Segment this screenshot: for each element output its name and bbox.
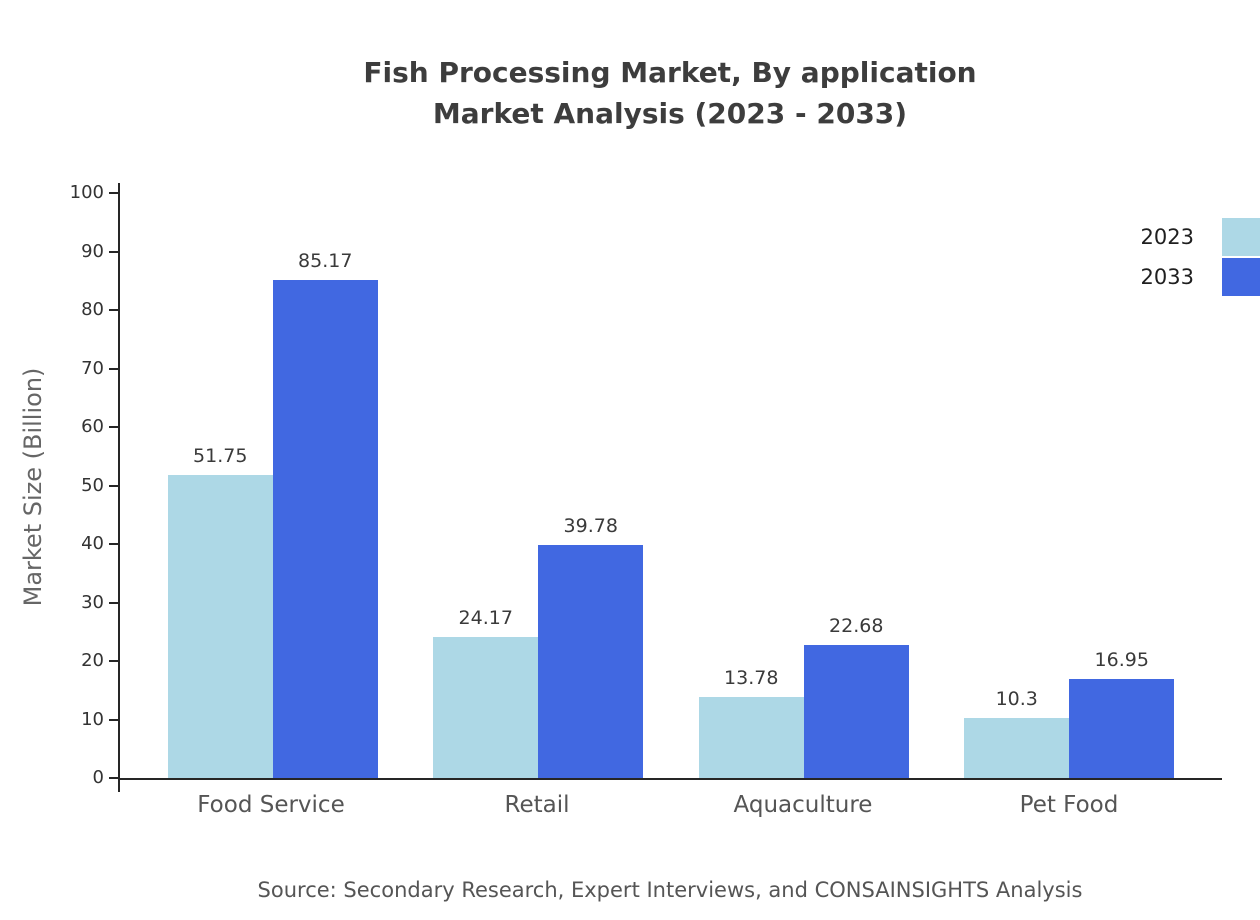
y-tick-mark	[109, 543, 118, 545]
bar-value-label: 24.17	[458, 606, 513, 629]
source-note: Source: Secondary Research, Expert Inter…	[257, 878, 1083, 902]
chart-title-line1: Fish Processing Market, By application	[363, 56, 977, 89]
y-tick-mark	[109, 426, 118, 428]
bar-value-label: 22.68	[829, 615, 884, 638]
legend-label-2033: 2033	[1140, 265, 1194, 289]
legend-item-2033: 2033	[1141, 258, 1260, 296]
y-tick-label: 50	[81, 474, 104, 496]
y-tick-label: 0	[92, 767, 104, 788]
bar-2033-aquaculture: 22.68	[803, 615, 909, 778]
bar-group-food-service: 51.75 85.17	[140, 193, 406, 778]
y-tick-mark	[109, 309, 118, 311]
bar-value-label: 10.3	[995, 687, 1038, 710]
bar-2033-retail: 39.78	[538, 515, 644, 778]
bar-value-label: 13.78	[724, 667, 779, 690]
legend-swatch-2033	[1222, 258, 1260, 296]
y-tick-label: 60	[81, 416, 104, 437]
bar-2023-food-service: 51.75	[167, 445, 273, 778]
x-category-label-food-service: Food Service	[197, 792, 345, 818]
plot-area: 51.75 85.17 24.17 39.78 13.78 22.68 10.3 16.95 …	[70, 182, 1222, 792]
y-tick-mark	[109, 718, 118, 721]
y-tick-label: 10	[81, 708, 104, 730]
y-tick-mark	[109, 192, 118, 194]
y-tick-mark	[109, 660, 118, 662]
x-category-label-aquaculture: Aquaculture	[733, 792, 873, 818]
y-tick-label: 70	[81, 357, 104, 379]
bar-group-aquaculture: 13.78 22.68	[671, 193, 937, 778]
x-category-label-pet-food: Pet Food	[1019, 792, 1119, 818]
bar-group-retail: 24.17 39.78	[406, 193, 672, 778]
x-category-label-retail: Retail	[504, 792, 570, 818]
y-tick-label: 40	[81, 533, 104, 554]
bar-2033-food-service: 85.17	[272, 250, 378, 778]
bar-2023-pet-food: 10.3	[964, 688, 1070, 778]
bar-value-label: 51.75	[193, 445, 248, 468]
y-tick-label: 100	[69, 182, 104, 203]
bar-2023-aquaculture: 13.78	[698, 667, 804, 778]
legend-item-2023: 2023	[1141, 218, 1260, 256]
chart-title-line2: Market Analysis (2023 - 2033)	[432, 97, 908, 130]
bar-2033-pet-food: 16.95	[1069, 649, 1175, 778]
y-tick-mark	[109, 367, 118, 370]
y-axis-line-extension-bottom	[118, 778, 120, 792]
y-axis-title: Market Size (Billion)	[19, 367, 47, 607]
y-tick-label: 80	[81, 299, 104, 320]
y-tick-mark	[109, 484, 118, 487]
bar-group-pet-food: 10.3 16.95	[937, 193, 1203, 778]
bar-value-label: 85.17	[298, 249, 353, 272]
y-tick-label: 90	[81, 240, 104, 262]
y-axis-line-extension	[118, 183, 120, 193]
bar-value-label: 16.95	[1094, 648, 1149, 671]
chart-title: Fish Processing Market, By application M…	[118, 52, 1222, 134]
legend-label-2023: 2023	[1140, 225, 1194, 249]
y-tick-mark	[109, 601, 118, 604]
y-tick-label: 30	[81, 591, 104, 613]
y-tick-mark	[109, 250, 118, 253]
y-tick-label: 20	[81, 650, 104, 671]
legend-swatch-2023	[1222, 218, 1260, 256]
bar-2023-retail: 24.17	[433, 607, 539, 778]
legend: 2023 2033	[1141, 218, 1260, 298]
bar-value-label: 39.78	[563, 515, 618, 538]
bar-groups: 51.75 85.17 24.17 39.78 13.78 22.68 10.3 16.95	[120, 193, 1222, 778]
y-tick-mark	[109, 777, 118, 779]
x-axis-labels: Food Service Retail Aquaculture Pet Food	[118, 792, 1222, 818]
